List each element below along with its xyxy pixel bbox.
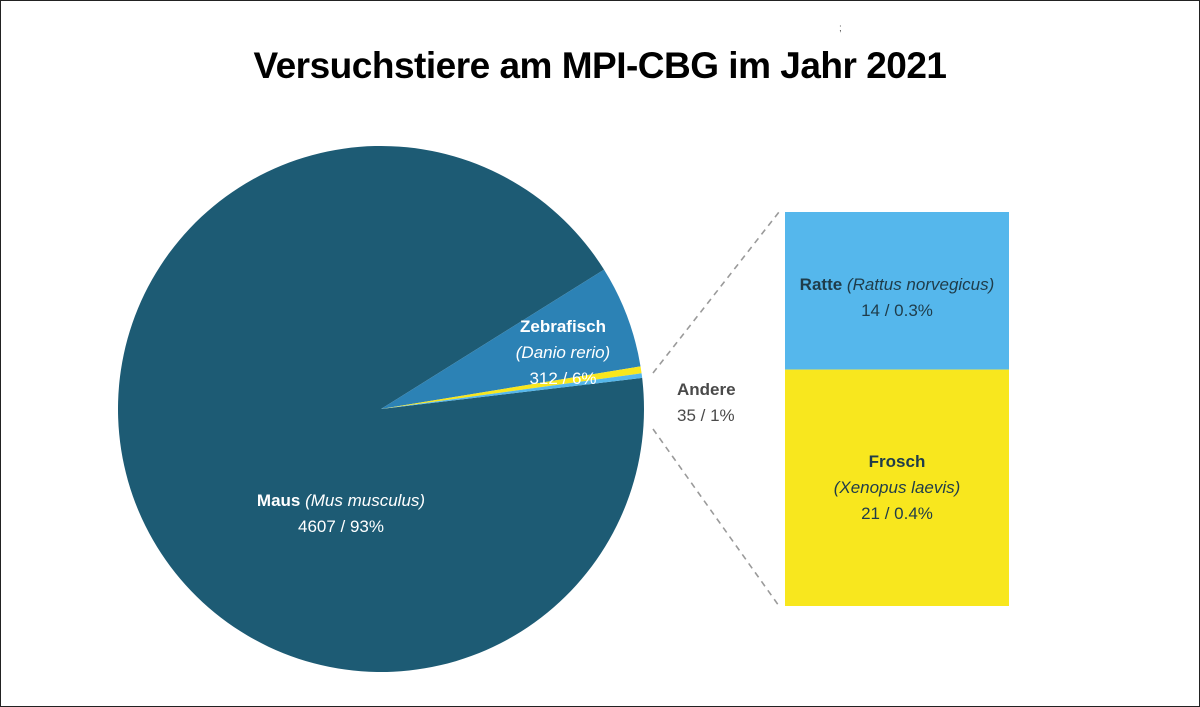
label-ratte: Ratte (Rattus norvegicus) 14 / 0.3% [800, 275, 995, 320]
label-andere: Andere 35 / 1% [677, 380, 736, 425]
label-frosch: Frosch (Xenopus laevis) 21 / 0.4% [834, 452, 961, 523]
breakdown-bar-frosch [785, 369, 1009, 606]
pie-slice-frosch [381, 366, 642, 409]
pie-slice-ratte [381, 373, 643, 409]
pie-slice-maus [118, 145, 645, 672]
connector-line-top [652, 211, 780, 374]
connector-line-bottom [652, 428, 780, 607]
chart-title: Versuchstiere am MPI-CBG im Jahr 2021 [253, 45, 947, 86]
pie-slice-zebrafisch [381, 269, 641, 409]
label-zebrafisch: Zebrafisch (Danio rerio) 312 / 6% [516, 317, 610, 388]
label-maus: Maus (Mus musculus) 4607 / 93% [257, 491, 425, 536]
breakdown-bar-ratte [785, 212, 1009, 370]
stray-mark: ; [839, 23, 842, 34]
